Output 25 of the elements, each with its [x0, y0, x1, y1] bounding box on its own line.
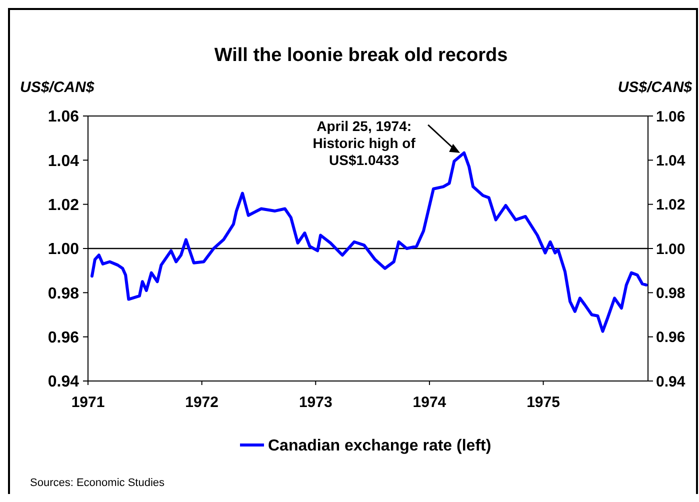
y2-tick-label: 0.96 — [656, 329, 686, 346]
y-tick-label: 0.96 — [48, 329, 80, 346]
y2-tick-label: 0.98 — [656, 284, 686, 302]
y-tick-label: 0.98 — [48, 285, 80, 302]
y-tick-label: 0.94 — [48, 374, 80, 391]
y2-axis-title: US$/CAN$ — [618, 79, 693, 96]
y2-tick-label: 0.94 — [656, 373, 686, 390]
legend-label: Canadian exchange rate (left) — [268, 438, 492, 455]
y2-tick-label: 1.06 — [656, 108, 686, 126]
y-axis-title: US$/CAN$ — [20, 79, 95, 96]
source-note: Sources: Economic Studies — [30, 477, 166, 489]
chart-title: Will the loonie break old records — [214, 45, 508, 66]
x-tick-label: 1975 — [526, 394, 560, 411]
x-tick-label: 1972 — [185, 394, 219, 411]
y-tick-label: 1.02 — [48, 196, 80, 214]
y2-tick-label: 1.04 — [656, 152, 686, 170]
x-tick-label: 1973 — [298, 394, 332, 411]
x-tick-label: 1971 — [71, 394, 105, 411]
annotation: April 25, 1974: Historic high of US$1.0433 — [312, 118, 416, 168]
y2-tick-label: 1.00 — [656, 240, 686, 258]
y-tick-label: 1.00 — [48, 241, 80, 258]
y-tick-label: 1.06 — [48, 108, 80, 126]
y-tick-label: 1.04 — [48, 152, 80, 170]
x-tick-label: 1974 — [412, 394, 447, 411]
y2-tick-label: 1.02 — [656, 196, 686, 214]
